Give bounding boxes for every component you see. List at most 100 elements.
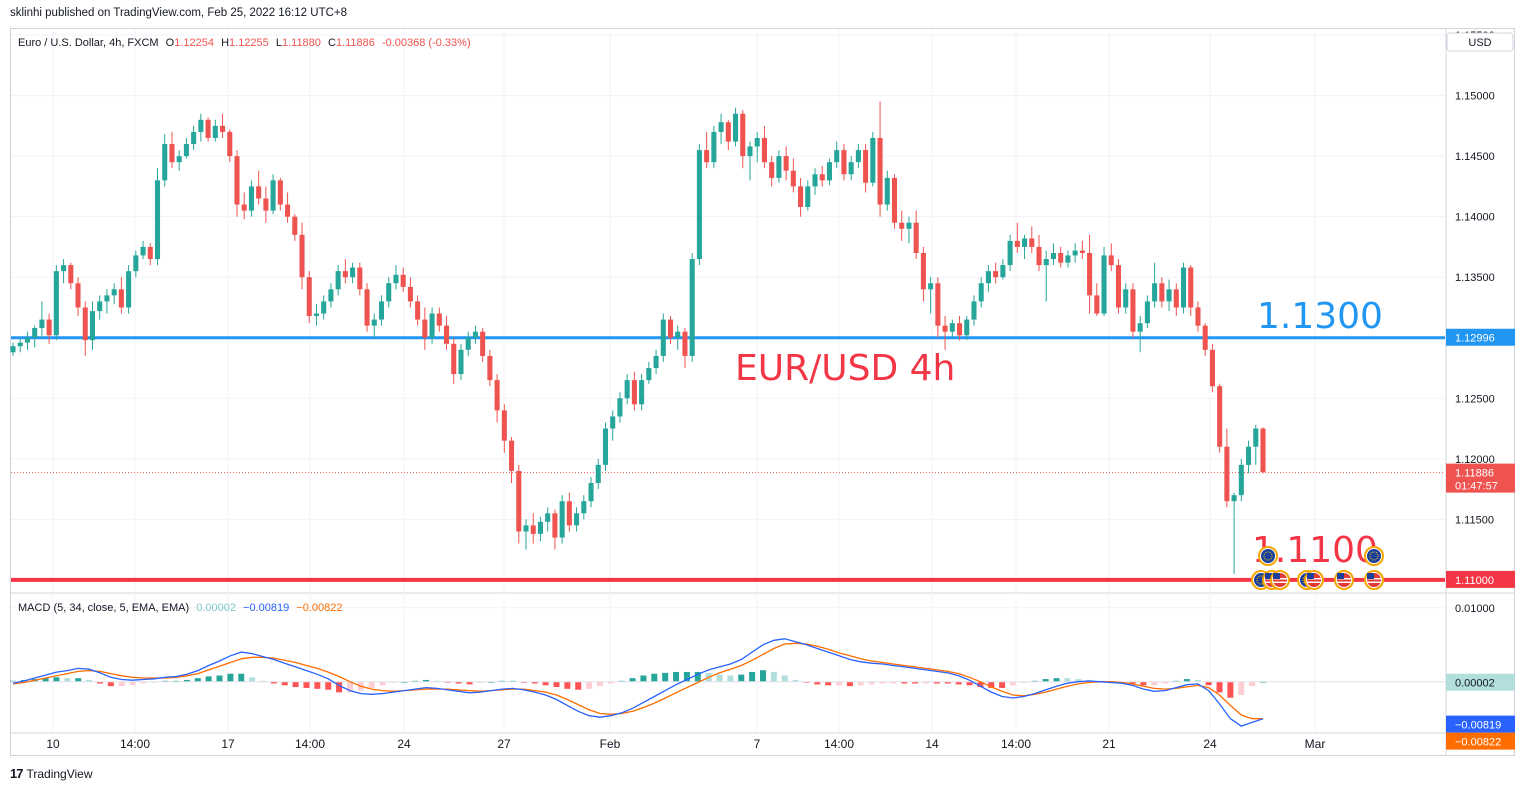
candle bbox=[46, 313, 52, 344]
time-tick-label: 17 bbox=[221, 737, 235, 751]
macd-histogram-bar bbox=[292, 681, 299, 688]
candle-body bbox=[769, 162, 775, 178]
footer-brand[interactable]: TradingView bbox=[26, 766, 93, 781]
candle bbox=[985, 265, 991, 292]
candle bbox=[89, 301, 96, 350]
macd-histogram-bar bbox=[1194, 679, 1201, 682]
candle-body bbox=[798, 186, 804, 207]
candle bbox=[1065, 250, 1071, 268]
candle bbox=[328, 283, 334, 308]
macd-histogram-bar bbox=[575, 681, 582, 690]
high-label: H bbox=[221, 37, 230, 49]
macd-histogram-bar bbox=[336, 681, 343, 693]
candle bbox=[653, 349, 659, 375]
macd-histogram-bar bbox=[455, 681, 462, 684]
candle bbox=[509, 437, 515, 484]
macd-histogram-bar bbox=[977, 681, 984, 688]
candle-body bbox=[602, 428, 609, 465]
candle-body bbox=[328, 289, 334, 302]
chart-frame[interactable] bbox=[10, 28, 1515, 756]
axes: 1.155001.150001.145001.140001.135001.125… bbox=[46, 30, 1515, 751]
macd-histogram-bar bbox=[933, 681, 940, 684]
time-tick-label: 10 bbox=[46, 737, 60, 751]
candle bbox=[949, 319, 955, 338]
candle-body bbox=[32, 328, 38, 338]
candle-body bbox=[675, 331, 681, 338]
macd-histogram-bar bbox=[303, 681, 310, 688]
candle bbox=[357, 262, 363, 296]
open-value: 1.12254 bbox=[174, 37, 214, 49]
us-flag-event-icon[interactable] bbox=[1304, 570, 1324, 590]
candle-body bbox=[1195, 307, 1201, 326]
candle-body bbox=[1108, 255, 1114, 266]
candle-body bbox=[1043, 259, 1049, 266]
candle-body bbox=[53, 271, 59, 336]
candle bbox=[718, 113, 724, 145]
macd-histogram-bar bbox=[107, 681, 114, 687]
candle bbox=[639, 374, 645, 411]
candle-body bbox=[407, 286, 413, 302]
candle-body bbox=[1238, 464, 1244, 496]
candle bbox=[624, 374, 630, 405]
candle-body bbox=[1180, 267, 1187, 308]
candle bbox=[1253, 424, 1259, 465]
candle-body bbox=[1058, 252, 1064, 263]
macd-histogram-bar bbox=[42, 678, 49, 682]
macd-histogram-bar bbox=[988, 681, 995, 688]
time-tick-label: Feb bbox=[600, 737, 621, 751]
time-tick-label: 14:00 bbox=[295, 737, 325, 751]
us-flag-event-icon[interactable] bbox=[1364, 570, 1384, 590]
high-value: 1.12255 bbox=[229, 37, 269, 49]
candle bbox=[595, 458, 601, 490]
candle-body bbox=[277, 180, 283, 205]
macd-signal-line bbox=[12, 642, 1263, 720]
time-tick-label: 14:00 bbox=[824, 737, 854, 751]
candle-body bbox=[480, 331, 486, 356]
currency-label[interactable]: USD bbox=[1468, 37, 1491, 49]
candle bbox=[1050, 243, 1056, 266]
candle-body bbox=[928, 283, 934, 290]
eu-flag-event-icon[interactable] bbox=[1364, 546, 1384, 566]
candle bbox=[675, 325, 681, 350]
candle-body bbox=[1159, 283, 1165, 302]
time-tick-label: 7 bbox=[754, 737, 761, 751]
candle bbox=[1072, 243, 1078, 263]
macd-histogram-bar bbox=[1010, 681, 1016, 686]
macd-histogram-bar bbox=[1227, 681, 1234, 698]
symbol-legend: Euro / U.S. Dollar, 4h, FXCM O1.12254 H1… bbox=[18, 37, 475, 49]
candle bbox=[711, 125, 717, 169]
candle-body bbox=[1173, 289, 1179, 308]
candle bbox=[1260, 427, 1266, 474]
candle bbox=[436, 307, 442, 332]
candle bbox=[545, 507, 551, 532]
candle-body bbox=[104, 295, 110, 302]
eu-flag-event-icon[interactable] bbox=[1258, 546, 1278, 566]
us-flag-event-icon[interactable] bbox=[1334, 570, 1354, 590]
candle bbox=[1188, 265, 1194, 316]
candle bbox=[1029, 226, 1035, 253]
published-header: sklinhi published on TradingView.com, Fe… bbox=[10, 7, 348, 19]
currency-selector[interactable] bbox=[1446, 32, 1514, 52]
candle bbox=[1007, 234, 1013, 272]
candle bbox=[574, 507, 580, 532]
candle-body bbox=[1101, 255, 1107, 314]
macd-signal-value: −0.00822 bbox=[296, 602, 343, 614]
candle-body bbox=[733, 113, 739, 142]
price-tick-label: 1.12500 bbox=[1455, 393, 1495, 405]
candle-body bbox=[1050, 252, 1056, 260]
us-flag-event-icon[interactable] bbox=[1270, 570, 1290, 590]
candle bbox=[834, 141, 840, 169]
time-tick-label: 24 bbox=[397, 737, 411, 751]
candle bbox=[451, 337, 457, 384]
candle-body bbox=[270, 180, 276, 211]
candle-body bbox=[371, 319, 377, 326]
macd-hist-axis-label-bg bbox=[1446, 673, 1515, 691]
candle bbox=[870, 131, 876, 187]
candle bbox=[1115, 259, 1122, 314]
macd-histogram-bar bbox=[564, 681, 571, 689]
candle-body bbox=[704, 150, 710, 163]
macd-histogram-bar bbox=[1205, 681, 1212, 686]
candle-body bbox=[415, 301, 421, 320]
